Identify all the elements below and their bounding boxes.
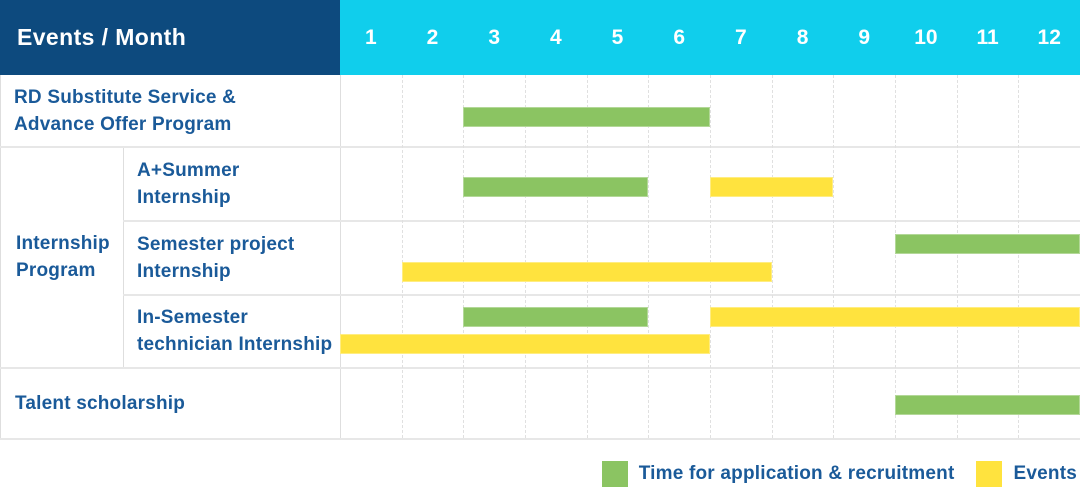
corner-header: Events / Month xyxy=(0,0,340,75)
month-label: 7 xyxy=(735,25,747,49)
month-gridline xyxy=(525,75,526,438)
gantt-bar-yellow xyxy=(710,177,834,197)
month-label: 1 xyxy=(364,25,377,49)
row-label-a-summer: A+Summer Internship xyxy=(123,147,340,220)
month-gridline xyxy=(586,75,588,438)
group-inner-divider xyxy=(123,147,124,368)
month-label: 9 xyxy=(858,25,871,49)
month-label: 5 xyxy=(611,25,624,49)
chart-legend: Time for application & recruitment Event… xyxy=(601,461,1077,487)
row-label-talent-scholarship: Talent scholarship xyxy=(0,368,340,438)
month-gridline xyxy=(956,75,958,438)
gantt-bar-green xyxy=(463,307,649,327)
row-label-line: Advance Offer Program xyxy=(14,113,232,135)
page-title: Events / Month xyxy=(17,24,187,50)
row-label-line: Talent scholarship xyxy=(15,392,186,414)
month-gridline xyxy=(401,75,403,438)
gantt-bar-yellow xyxy=(710,307,1080,327)
gantt-bar-yellow xyxy=(340,334,710,354)
gantt-bar-green xyxy=(463,107,710,127)
month-label: 4 xyxy=(550,25,562,49)
row-label-line: Internship xyxy=(137,260,231,282)
row-label-semester-project: Semester project Internship xyxy=(123,221,340,294)
month-gridline xyxy=(1018,75,1020,438)
row-label-line: In-Semester xyxy=(137,307,248,328)
gantt-bar-green xyxy=(463,177,649,197)
table-left-border xyxy=(0,75,1,439)
label-chart-divider xyxy=(340,75,341,439)
month-header-row: 1 2 3 4 5 6 7 8 9 10 11 12 xyxy=(340,0,1080,75)
month-label: 6 xyxy=(673,25,686,49)
gantt-bar-green xyxy=(895,395,1080,415)
month-label: 10 xyxy=(914,25,938,49)
month-label: 11 xyxy=(976,25,999,49)
row-divider xyxy=(0,367,1080,369)
row-divider xyxy=(0,146,1080,148)
month-gridline xyxy=(463,75,465,438)
legend-label: Events xyxy=(1013,463,1077,484)
month-label: 8 xyxy=(796,25,809,49)
row-label-line: technician Internship xyxy=(137,334,333,355)
legend-label: Time for application & recruitment xyxy=(638,463,955,484)
month-label: 12 xyxy=(1037,25,1061,49)
row-label-rd-substitute: RD Substitute Service & Advance Offer Pr… xyxy=(0,75,340,146)
row-divider xyxy=(123,294,1080,296)
month-gridline xyxy=(648,75,650,438)
group-label-line: Internship xyxy=(16,233,110,254)
green-swatch-icon xyxy=(601,461,628,487)
month-label: 2 xyxy=(426,25,439,49)
row-label-in-semester: In-Semester technician Internship xyxy=(123,295,340,367)
group-label-internship-program: Internship Program xyxy=(0,147,123,367)
yellow-swatch-icon xyxy=(976,461,1003,487)
row-label-line: A+Summer xyxy=(137,159,240,181)
gantt-bar-yellow xyxy=(401,262,772,282)
month-gridline xyxy=(710,75,711,438)
month-gridline xyxy=(895,75,896,438)
month-gridline xyxy=(833,75,835,438)
legend-item-application: Time for application & recruitment xyxy=(601,461,955,487)
legend-item-events: Events xyxy=(976,461,1077,487)
row-label-line: Semester project xyxy=(137,233,295,255)
group-label-line: Program xyxy=(16,260,96,281)
row-divider xyxy=(123,220,1080,222)
month-gridline xyxy=(771,75,773,438)
month-label: 3 xyxy=(488,25,501,49)
gantt-bar-green xyxy=(895,234,1080,254)
table-bottom-border xyxy=(0,438,1080,440)
row-label-line: RD Substitute Service & xyxy=(14,86,237,108)
row-label-line: Internship xyxy=(137,186,231,208)
